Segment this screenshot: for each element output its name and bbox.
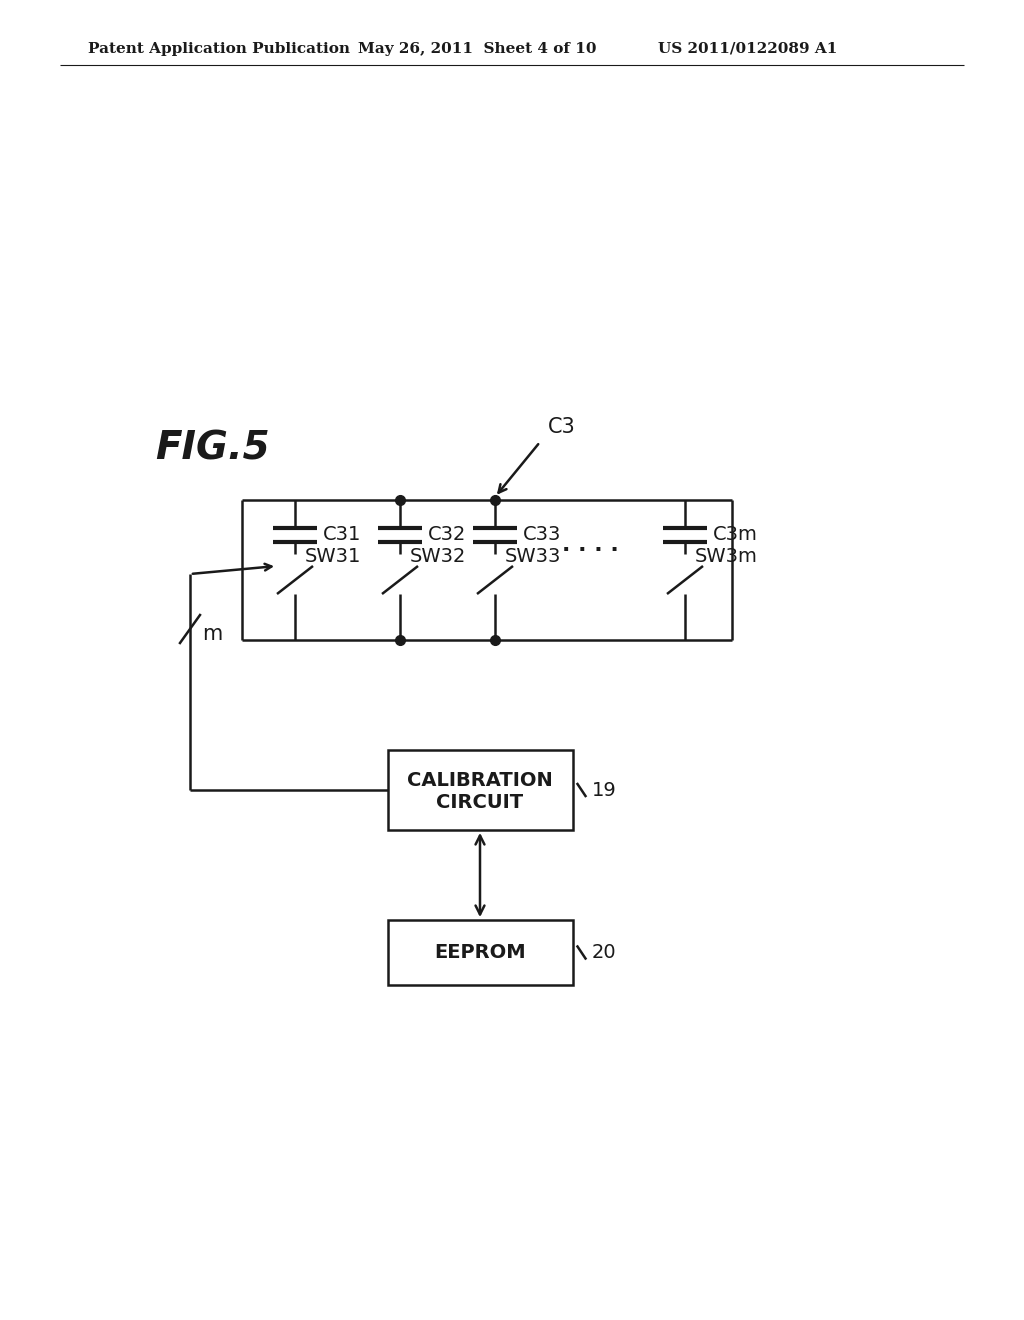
Text: 19: 19 [592,780,616,800]
Text: 20: 20 [592,942,616,962]
Text: SW3m: SW3m [695,546,758,566]
Text: C33: C33 [523,525,561,544]
Text: . . . .: . . . . [561,535,618,554]
Text: EEPROM: EEPROM [434,942,525,962]
Text: C32: C32 [428,525,466,544]
Text: SW32: SW32 [410,546,466,566]
Text: C31: C31 [323,525,361,544]
Text: US 2011/0122089 A1: US 2011/0122089 A1 [658,42,838,55]
Text: SW33: SW33 [505,546,561,566]
Text: CIRCUIT: CIRCUIT [436,792,523,812]
Text: m: m [202,624,222,644]
Text: Patent Application Publication: Patent Application Publication [88,42,350,55]
Bar [387,750,572,830]
Text: May 26, 2011  Sheet 4 of 10: May 26, 2011 Sheet 4 of 10 [358,42,597,55]
Text: SW31: SW31 [305,546,361,566]
Text: CALIBRATION: CALIBRATION [408,771,553,789]
Bar [387,920,572,985]
Text: C3: C3 [548,417,575,437]
Text: FIG.5: FIG.5 [155,430,269,469]
Text: C3m: C3m [713,525,758,544]
